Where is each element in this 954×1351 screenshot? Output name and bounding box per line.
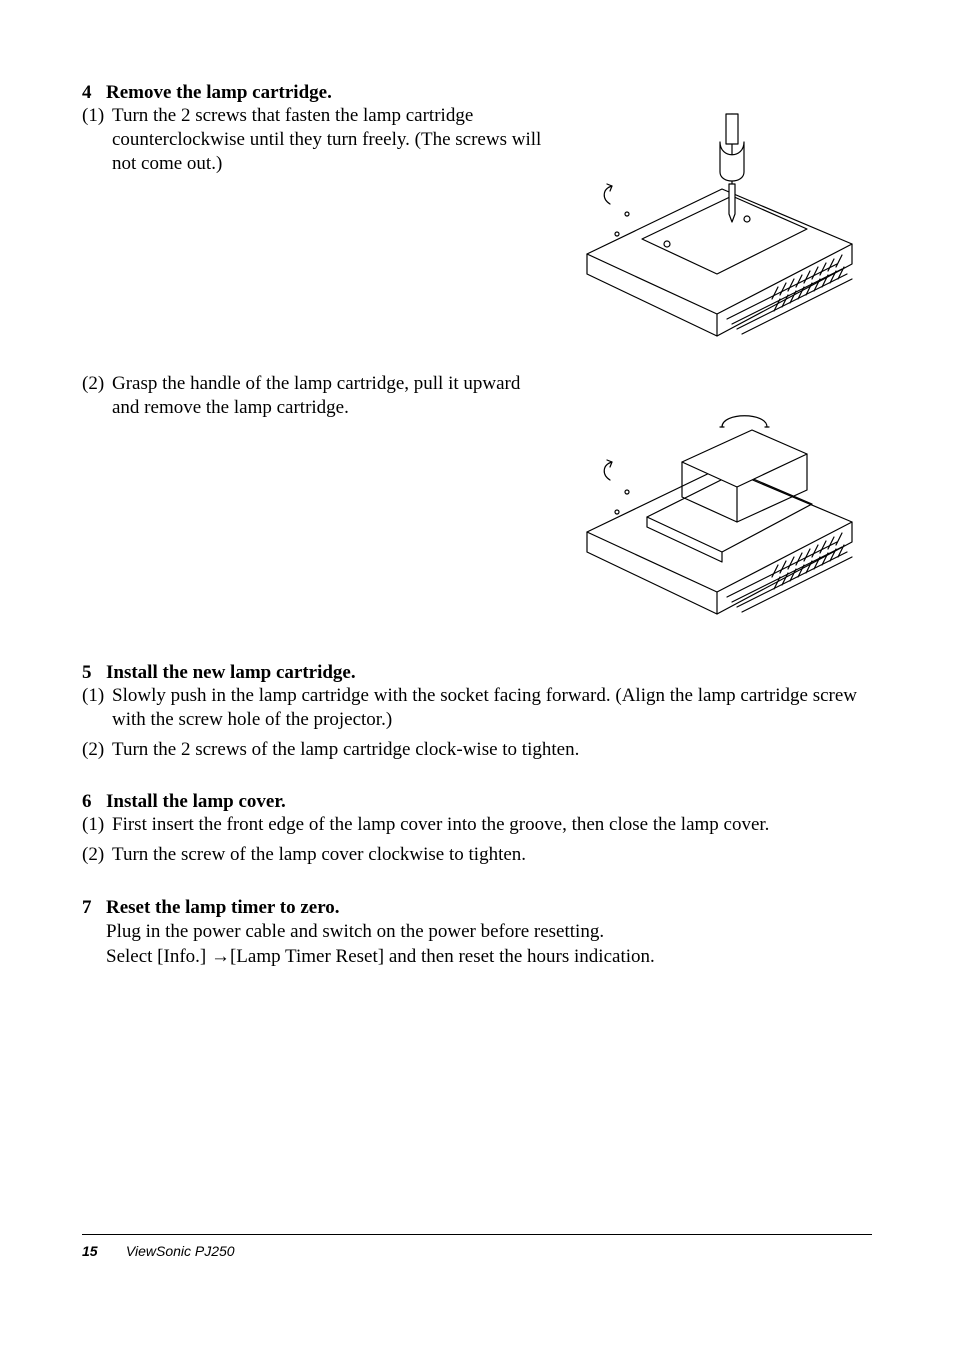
projector-cartridge-pull-icon <box>572 372 872 632</box>
step-6-sub1-num: (1) <box>82 813 112 837</box>
step-6: 6 Install the lamp cover. (1) First inse… <box>82 791 872 867</box>
figure-1 <box>572 104 872 364</box>
page-footer: 15 ViewSonic PJ250 <box>82 1234 872 1259</box>
page-number: 15 <box>82 1243 122 1259</box>
step-4-sub1-num: (1) <box>82 104 112 128</box>
step-4-title: Remove the lamp cartridge. <box>106 82 332 104</box>
step-6-sub1-text: First insert the front edge of the lamp … <box>112 813 872 837</box>
step-4-sub1-textcol: (1) Turn the 2 screws that fasten the la… <box>82 104 552 175</box>
step-6-title-row: 6 Install the lamp cover. <box>82 791 872 813</box>
step-6-sub1-row: (1) First insert the front edge of the l… <box>82 813 872 837</box>
step-4-sub1-row: (1) Turn the 2 screws that fasten the la… <box>82 104 552 175</box>
step-7: 7 Reset the lamp timer to zero. Plug in … <box>82 897 872 970</box>
step-4-sub2-row: (2) Grasp the handle of the lamp cartrid… <box>82 372 552 420</box>
projector-screwdriver-icon <box>572 104 872 364</box>
step-6-sub2-num: (2) <box>82 843 112 867</box>
step-7-body: Plug in the power cable and switch on th… <box>106 919 872 970</box>
figure-2 <box>572 372 872 632</box>
step-7-body1: Plug in the power cable and switch on th… <box>106 919 872 945</box>
step-5-title-row: 5 Install the new lamp cartridge. <box>82 662 872 684</box>
step-7-body2: Select [Info.] →[Lamp Timer Reset] and t… <box>106 944 872 970</box>
step-7-title: Reset the lamp timer to zero. <box>106 897 340 919</box>
step-5-sub2-row: (2) Turn the 2 screws of the lamp cartri… <box>82 738 872 762</box>
page: 4 Remove the lamp cartridge. (1) Turn th… <box>0 0 954 1351</box>
step-4-sub2-num: (2) <box>82 372 112 396</box>
product-name: ViewSonic PJ250 <box>126 1243 235 1259</box>
step-5: 5 Install the new lamp cartridge. (1) Sl… <box>82 662 872 761</box>
step-4-sub2-text: Grasp the handle of the lamp cartridge, … <box>112 372 552 420</box>
step-4-title-row: 4 Remove the lamp cartridge. <box>82 82 872 104</box>
step-5-sub1-row: (1) Slowly push in the lamp cartridge wi… <box>82 684 872 732</box>
step-7-num: 7 <box>82 897 106 919</box>
step-5-sub2-text: Turn the 2 screws of the lamp cartridge … <box>112 738 872 762</box>
step-6-title: Install the lamp cover. <box>106 791 286 813</box>
step-6-sub2-text: Turn the screw of the lamp cover clockwi… <box>112 843 872 867</box>
step-4-sub2-textcol: (2) Grasp the handle of the lamp cartrid… <box>82 372 552 420</box>
step-4: 4 Remove the lamp cartridge. (1) Turn th… <box>82 82 872 632</box>
step-5-title: Install the new lamp cartridge. <box>106 662 356 684</box>
step-5-sub1-num: (1) <box>82 684 112 708</box>
step-4-num: 4 <box>82 82 106 104</box>
step-5-num: 5 <box>82 662 106 684</box>
step-4-sub2-block: (2) Grasp the handle of the lamp cartrid… <box>82 372 872 632</box>
step-6-sub2-row: (2) Turn the screw of the lamp cover clo… <box>82 843 872 867</box>
step-4-sub1-text: Turn the 2 screws that fasten the lamp c… <box>112 104 552 175</box>
step-6-num: 6 <box>82 791 106 813</box>
step-4-sub1-block: (1) Turn the 2 screws that fasten the la… <box>82 104 872 364</box>
step-7-title-row: 7 Reset the lamp timer to zero. <box>82 897 872 919</box>
step-5-sub1-text: Slowly push in the lamp cartridge with t… <box>112 684 872 732</box>
step-5-sub2-num: (2) <box>82 738 112 762</box>
